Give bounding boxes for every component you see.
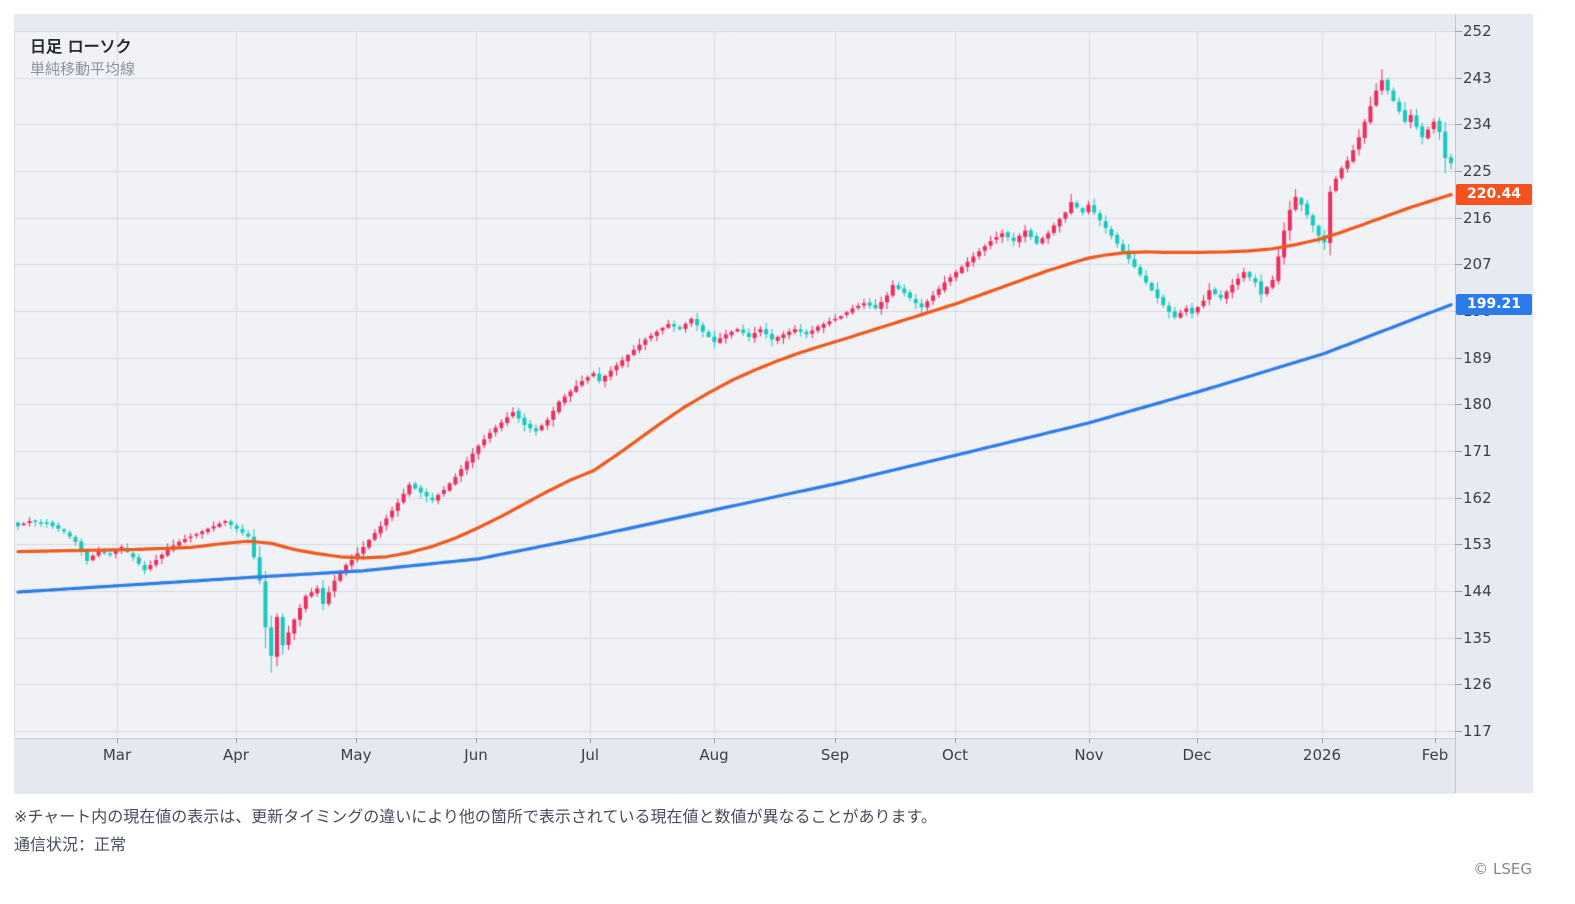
y-axis-tick-mark [1455,124,1462,125]
y-axis-tick-label: 216 [1463,209,1492,227]
x-axis-month-label: Dec [1182,746,1212,764]
ma-short-price-badge: 220.44 [1456,184,1532,205]
x-axis-tick-mark [476,738,477,743]
x-axis-month-label: Apr [223,746,249,764]
x-axis-month-label: Jun [464,746,488,764]
x-axis-tick-mark [117,738,118,743]
chart-disclaimer-note: ※チャート内の現在値の表示は、更新タイミングの違いにより他の箇所で表示されている… [14,807,937,826]
x-axis-month-label: Aug [699,746,729,764]
y-axis-tick-mark [1455,171,1462,172]
y-axis-tick-label: 153 [1463,535,1492,553]
indicator-label: 単純移動平均線 [30,60,136,78]
y-axis-tick-label: 144 [1463,582,1492,600]
y-axis-tick-mark [1455,498,1462,499]
x-axis-tick-mark [835,738,836,743]
y-axis-tick-label: 180 [1463,395,1492,413]
x-axis[interactable] [14,738,1455,794]
x-axis-tick-mark [1435,738,1436,743]
y-axis-tick-mark [1455,544,1462,545]
x-axis-month-label: May [340,746,372,764]
y-axis-tick-label: 189 [1463,349,1492,367]
y-axis-tick-label: 126 [1463,675,1492,693]
x-axis-month-label: 2026 [1302,746,1342,764]
x-axis-tick-mark [955,738,956,743]
y-axis-tick-mark [1455,358,1462,359]
y-axis-tick-label: 207 [1463,255,1492,273]
y-axis-tick-mark [1455,591,1462,592]
x-axis-tick-mark [590,738,591,743]
y-axis-tick-label: 117 [1463,722,1492,740]
x-axis-tick-mark [1322,738,1323,743]
chart-top-band [14,14,1455,31]
ma-long-price-badge: 199.21 [1456,294,1532,315]
y-axis-tick-label: 234 [1463,115,1492,133]
x-axis-month-label: Jul [580,746,600,764]
x-axis-month-label: Sep [820,746,850,764]
x-axis-month-label: Nov [1074,746,1104,764]
y-axis-tick-label: 171 [1463,442,1492,460]
y-axis-tick-mark [1455,404,1462,405]
x-axis-month-label: Oct [942,746,968,764]
x-axis-month-label: Feb [1421,746,1449,764]
x-axis-month-label: Mar [102,746,132,764]
y-axis-tick-mark [1455,638,1462,639]
y-axis-tick-label: 225 [1463,162,1492,180]
y-axis-tick-label: 243 [1463,69,1492,87]
y-axis-tick-mark [1455,218,1462,219]
y-axis[interactable] [1455,14,1533,793]
y-axis-tick-mark [1455,684,1462,685]
y-axis-tick-mark [1455,451,1462,452]
y-axis-tick-label: 252 [1463,22,1492,40]
connection-status: 通信状況：正常 [14,835,127,854]
x-axis-tick-mark [1197,738,1198,743]
y-axis-tick-mark [1455,731,1462,732]
y-axis-tick-label: 135 [1463,629,1492,647]
y-axis-tick-label: 162 [1463,489,1492,507]
chart-type-label: 日足 ローソク [30,37,132,56]
chart-legend: 日足 ローソク 単純移動平均線 [30,36,135,80]
lseg-copyright: © LSEG [1473,860,1532,878]
x-axis-tick-mark [356,738,357,743]
x-axis-tick-mark [236,738,237,743]
x-axis-tick-mark [714,738,715,743]
y-axis-tick-mark [1455,78,1462,79]
x-axis-tick-mark [1089,738,1090,743]
y-axis-tick-mark [1455,264,1462,265]
y-axis-tick-mark [1455,31,1462,32]
price-chart-canvas[interactable] [14,31,1455,737]
